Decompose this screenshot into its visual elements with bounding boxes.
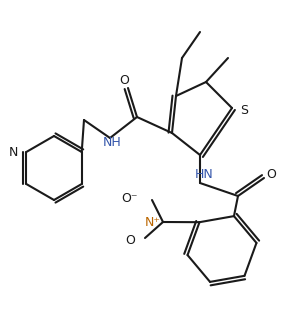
Text: S: S xyxy=(240,103,248,116)
Text: O: O xyxy=(125,234,135,247)
Text: O⁻: O⁻ xyxy=(122,191,138,204)
Text: N⁺: N⁺ xyxy=(145,216,161,228)
Text: NH: NH xyxy=(103,136,121,149)
Text: O: O xyxy=(119,73,129,86)
Text: HN: HN xyxy=(195,168,213,182)
Text: O: O xyxy=(266,167,276,181)
Text: N: N xyxy=(9,145,18,159)
